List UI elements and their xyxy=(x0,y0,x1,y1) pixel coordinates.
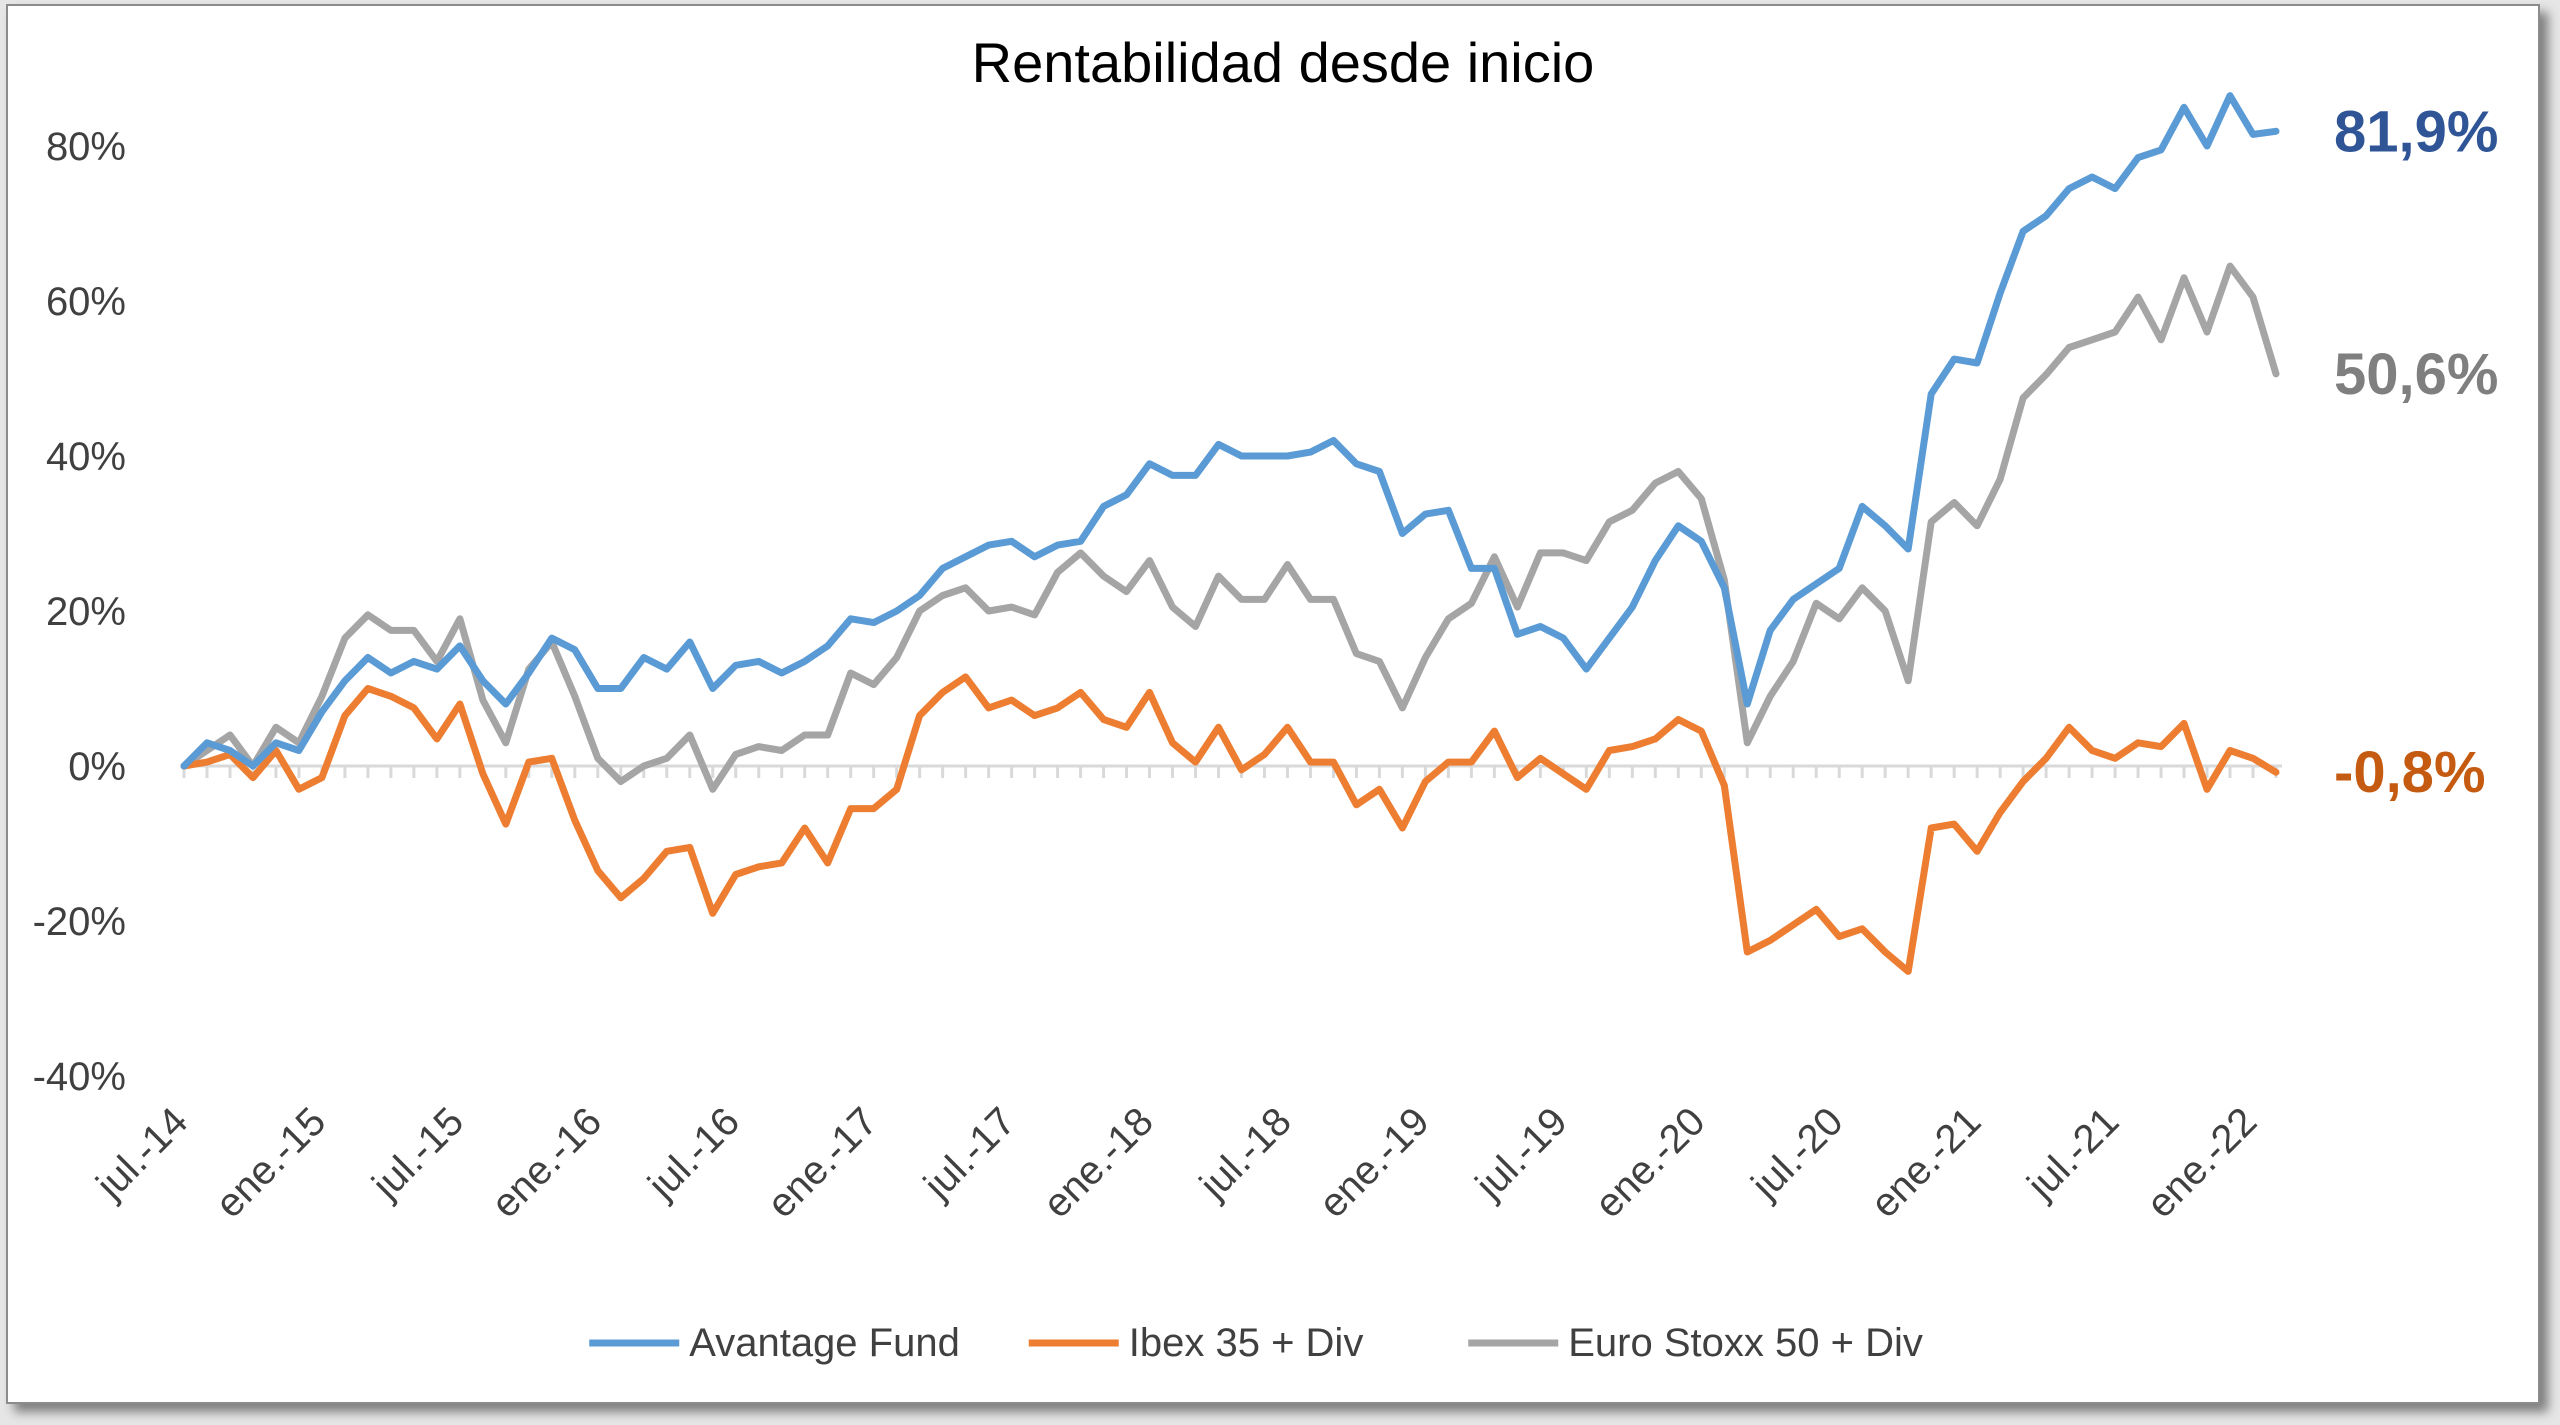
series-lines xyxy=(180,92,2280,975)
series-line xyxy=(180,92,2280,770)
x-tick-label: ene.-20 xyxy=(1587,1099,1714,1226)
y-tick-label: 60% xyxy=(46,280,126,324)
y-tick-label: -20% xyxy=(33,900,126,944)
series-end-label: -0,8% xyxy=(2334,740,2486,805)
x-tick-label: jul.-17 xyxy=(915,1099,1024,1208)
x-tick-label: ene.-22 xyxy=(2138,1099,2265,1226)
x-tick-label: jul.-14 xyxy=(88,1099,197,1208)
x-tick-label: jul.-15 xyxy=(363,1099,472,1208)
series-end-label: 81,9% xyxy=(2334,99,2498,164)
series-line xyxy=(180,262,2280,793)
series-line xyxy=(180,673,2280,975)
x-tick-label: ene.-21 xyxy=(1862,1099,1989,1226)
legend-entry: Avantage Fund xyxy=(689,1321,960,1365)
legend-entry: Euro Stoxx 50 + Div xyxy=(1568,1321,1923,1365)
chart-title: Rentabilidad desde inicio xyxy=(972,31,1595,94)
series-end-label: 50,6% xyxy=(2334,342,2498,407)
y-tick-label: 80% xyxy=(46,125,126,169)
y-tick-label: -40% xyxy=(33,1055,126,1099)
chart-frame: Rentabilidad desde inicio -40% -20% 0% 20% 4… xyxy=(6,4,2540,1404)
y-tick-label: 20% xyxy=(46,590,126,634)
x-axis: jul.-14 ene.-15 jul.-15 ene.-16 jul.-16 ene.-… xyxy=(88,766,2278,1226)
x-tick-label: jul.-16 xyxy=(639,1099,748,1208)
y-tick-label: 40% xyxy=(46,435,126,479)
x-tick-label: ene.-15 xyxy=(207,1099,334,1226)
x-tick-label: ene.-19 xyxy=(1311,1099,1438,1226)
x-tick-label: ene.-16 xyxy=(483,1099,610,1226)
x-tick-label: jul.-18 xyxy=(1191,1099,1300,1208)
line-chart: Rentabilidad desde inicio -40% -20% 0% 20% 4… xyxy=(33,31,2499,1365)
x-tick-label: ene.-18 xyxy=(1035,1099,1162,1226)
x-tick-label: jul.-21 xyxy=(2019,1099,2128,1208)
x-tick-label: jul.-19 xyxy=(1467,1099,1576,1208)
legend: Avantage Fund Ibex 35 + Div Euro Stoxx 50 … xyxy=(589,1321,1923,1365)
y-tick-label: 0% xyxy=(68,745,126,789)
y-axis: -40% -20% 0% 20% 40% 60% 80% xyxy=(33,125,126,1099)
x-tick-label: ene.-17 xyxy=(759,1099,886,1226)
end-labels: 81,9% -0,8% 50,6% xyxy=(2334,99,2498,805)
legend-entry: Ibex 35 + Div xyxy=(1129,1321,1364,1365)
x-tick-label: jul.-20 xyxy=(1743,1099,1852,1208)
